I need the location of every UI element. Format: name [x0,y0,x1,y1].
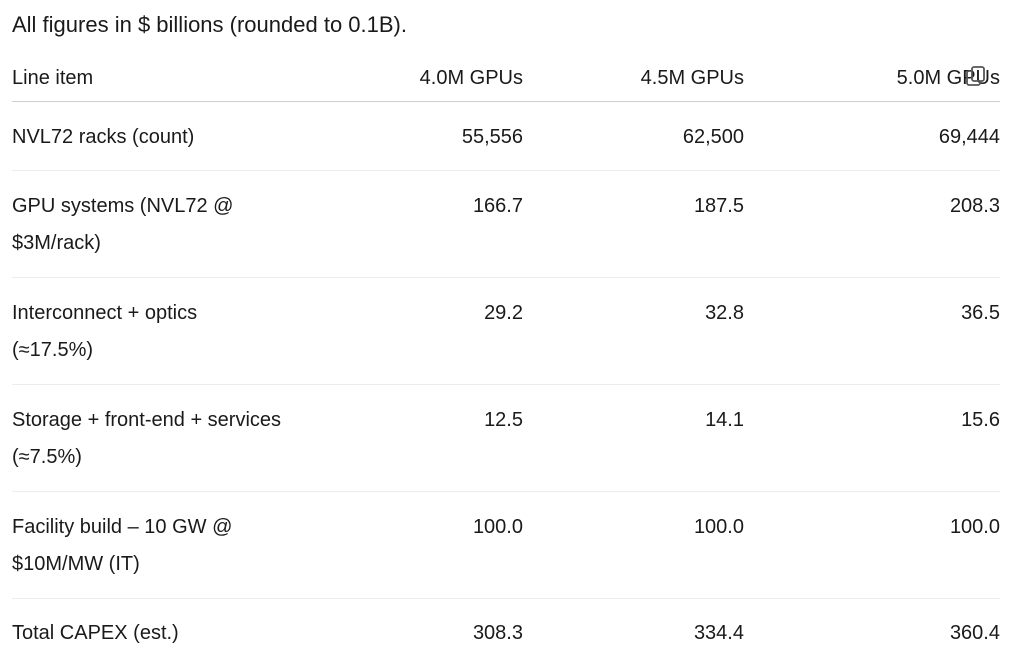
column-header-4-5m-gpus: 4.5M GPUs [523,55,744,102]
cell-value: 12.5 [302,384,523,492]
column-header-4m-gpus: 4.0M GPUs [302,55,523,102]
row-label: Storage + front-end + services (≈7.5%) [12,384,302,492]
cell-value: 55,556 [302,101,523,171]
row-label: GPU systems (NVL72 @ $3M/rack) [12,170,302,278]
column-header-line-item: Line item [12,55,302,102]
cell-value: 29.2 [302,277,523,385]
table-row: Facility build – 10 GW @ $10M/MW (IT) 10… [12,491,1000,599]
cell-value: 14.1 [523,384,744,492]
table-row: Storage + front-end + services (≈7.5%) 1… [12,384,1000,492]
row-label: Facility build – 10 GW @ $10M/MW (IT) [12,491,302,599]
cell-value: 187.5 [523,170,744,278]
cell-value: 100.0 [523,491,744,599]
cell-value: 208.3 [744,170,1000,278]
table-row: Interconnect + optics (≈17.5%) 29.2 32.8… [12,277,1000,385]
cell-value: 15.6 [744,384,1000,492]
cell-value: 100.0 [302,491,523,599]
table-row: NVL72 racks (count) 55,556 62,500 69,444 [12,101,1000,171]
cell-value: 62,500 [523,101,744,171]
row-label: NVL72 racks (count) [12,101,302,171]
column-header-5m-gpus: 5.0M GPUs [744,55,1000,102]
copy-icon [964,64,988,88]
capex-table: Line item 4.0M GPUs 4.5M GPUs 5.0M GPUs … [12,55,1000,669]
table-row-total: Total CAPEX (est.) 308.3 334.4 360.4 [12,599,1000,669]
cell-value: 36.5 [744,277,1000,385]
cell-value: 308.3 [472,622,523,644]
table-row: GPU systems (NVL72 @ $3M/rack) 166.7 187… [12,170,1000,278]
row-label: Interconnect + optics (≈17.5%) [12,277,302,385]
table-caption: All figures in $ billions (rounded to 0.… [12,12,407,37]
table-header-row: Line item 4.0M GPUs 4.5M GPUs 5.0M GPUs [12,55,1000,102]
cell-value: 100.0 [744,491,1000,599]
row-label: Total CAPEX (est.) [12,622,179,644]
cell-value: 69,444 [744,101,1000,171]
copy-table-button[interactable] [964,64,988,88]
cell-value: 334.4 [693,622,744,644]
cell-value: 166.7 [302,170,523,278]
cell-value: 32.8 [523,277,744,385]
cell-value: 360.4 [949,622,1000,644]
